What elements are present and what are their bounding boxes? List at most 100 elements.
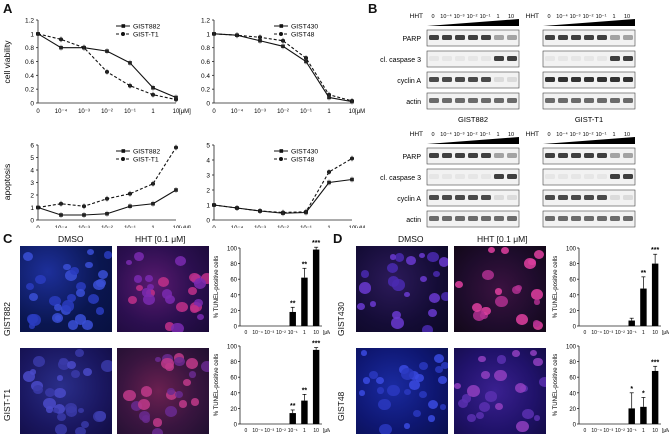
blot-band [481, 56, 491, 61]
cell-nucleus [200, 273, 209, 285]
y-tick-label: 20 [230, 309, 237, 315]
panel-d-row-label-2: GIST48 [336, 391, 346, 421]
cell-nucleus [391, 317, 404, 329]
blot-band [442, 56, 452, 61]
significance-stars: ** [302, 387, 308, 394]
cell-nucleus [415, 373, 425, 383]
x-tick-label: 10 [313, 428, 319, 434]
blot-band [584, 174, 594, 179]
cell-nucleus [379, 424, 392, 434]
y-tick-label: 0 [234, 423, 238, 429]
cell-nucleus [32, 356, 45, 367]
y-tick-label: 40 [230, 293, 237, 299]
cell-nucleus [185, 358, 198, 370]
blot-band [584, 35, 594, 40]
dose-label: 10 [508, 132, 514, 138]
blot-band [623, 35, 633, 40]
y-tick-label: 20 [569, 407, 576, 413]
cell-nucleus [29, 368, 36, 375]
cell-nucleus [80, 421, 89, 429]
cell-nucleus [457, 399, 469, 409]
dose-label: 1 [496, 132, 499, 138]
cell-nucleus [27, 314, 38, 324]
blot-band [558, 174, 568, 179]
cell-nucleus [133, 252, 144, 261]
x-unit-label: [μM] [662, 428, 669, 434]
x-tick-label: 10⁻¹ [124, 226, 136, 228]
cell-nucleus [454, 280, 463, 289]
cell-nucleus [439, 404, 446, 410]
cell-nucleus [174, 356, 185, 367]
blot-band [571, 216, 581, 221]
panel-d-dmso-label: DMSO [398, 234, 424, 244]
blot-band [429, 153, 439, 158]
blot-band [455, 174, 465, 179]
cell-nucleus [141, 288, 152, 297]
ylabel-cell-viability: cell viability [2, 40, 12, 84]
cell-nucleus [422, 325, 434, 332]
x-unit-label: [μM] [662, 330, 669, 336]
dose-triangle [543, 137, 635, 144]
x-tick-label: 10⁻⁴ [231, 108, 244, 115]
bar [301, 277, 308, 326]
x-unit-label: [μM] [355, 109, 365, 115]
bar [651, 370, 659, 424]
cell-nucleus [454, 383, 461, 390]
x-tick-label: 10 [349, 109, 356, 115]
cell-nucleus [391, 310, 401, 320]
y-tick-label: 0 [206, 218, 210, 225]
x-tick-label: 0 [36, 109, 40, 115]
cell-nucleus [71, 370, 81, 379]
bar [289, 413, 296, 424]
cell-nucleus [55, 315, 62, 322]
x-tick-label: 10⁻³ [264, 330, 274, 336]
cell-nucleus [387, 276, 400, 287]
dose-label: 10⁻³ [454, 14, 465, 20]
cell-nucleus [201, 361, 209, 372]
x-tick-label: 10⁻¹ [124, 109, 136, 115]
legend-marker [279, 24, 284, 28]
cell-nucleus [151, 427, 164, 434]
blot-band [455, 77, 465, 82]
y-tick-label: 1 [206, 31, 210, 38]
blot-band [610, 216, 620, 221]
blot-band [558, 195, 568, 200]
cell-nucleus [44, 388, 55, 398]
dose-label: 0 [431, 132, 434, 138]
panel-c-hht-label: HHT [0.1 μM] [135, 234, 186, 244]
cell-nucleus [188, 272, 200, 283]
micrograph-gist430-hht [454, 246, 546, 332]
legend-marker [121, 149, 126, 153]
x-tick-label: 10⁻³ [603, 330, 613, 336]
blot-band [571, 195, 581, 200]
cell-nucleus [419, 275, 427, 283]
cell-nucleus [53, 303, 62, 311]
y-tick-label: 60 [569, 376, 576, 382]
blot-row-label: cyclin A [397, 78, 421, 85]
cell-nucleus [101, 360, 112, 372]
panel-d: DMSO HHT [0.1 μM] GIST430 GIST48 0 20 40 60… [330, 228, 669, 436]
blot-band [442, 216, 452, 221]
x-tick-label: 10⁻³ [254, 109, 266, 115]
significance-stars: *** [312, 240, 320, 247]
y-tick-label: 60 [569, 278, 576, 284]
x-tick-label: 10⁻¹ [300, 226, 312, 228]
blot-band [494, 35, 504, 40]
micrograph-gist882-dmso [20, 246, 112, 332]
significance-stars: ** [641, 270, 647, 277]
blot-band [584, 77, 594, 82]
dose-label: 10⁻¹ [480, 14, 491, 20]
dose-label: 10⁻³ [454, 132, 465, 138]
cell-nucleus [87, 294, 100, 305]
x-tick-label: 10⁻³ [264, 428, 274, 434]
legend-label: GIST48 [291, 32, 315, 39]
cell-nucleus [487, 246, 495, 254]
blot-band [429, 174, 439, 179]
bar [289, 311, 296, 326]
cell-nucleus [472, 303, 483, 313]
dose-label: 0 [431, 14, 434, 20]
x-tick-label: 10⁻² [615, 330, 625, 336]
cell-nucleus [438, 257, 448, 267]
blot-band [558, 35, 568, 40]
